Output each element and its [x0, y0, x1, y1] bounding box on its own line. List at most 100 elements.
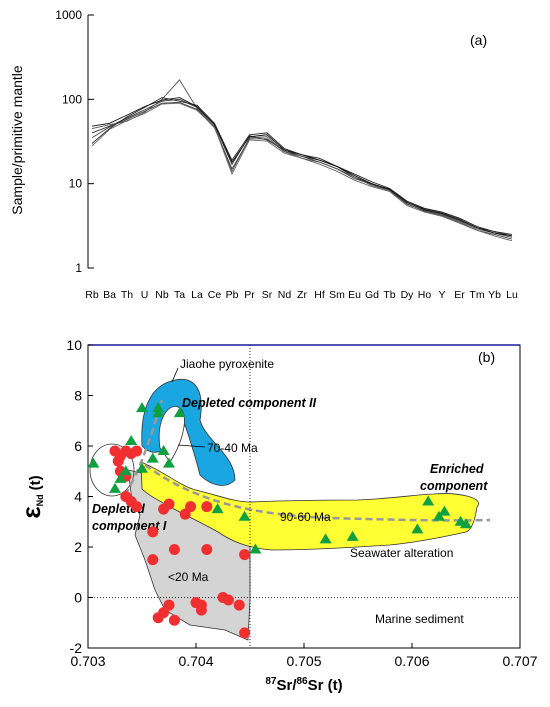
annotation: Seawater alteration — [350, 546, 453, 560]
y-tick-label: 100 — [62, 92, 82, 106]
point — [319, 533, 332, 544]
x-label-part: Sr/ — [276, 677, 297, 694]
annotation: (a) — [470, 32, 487, 48]
y-tick-label: 1 — [75, 261, 82, 275]
x-tick-label: 0.707 — [502, 653, 537, 669]
point — [422, 495, 435, 506]
annotation: 70-40 Ma — [207, 441, 258, 455]
x-tick-label: La — [191, 289, 203, 301]
y-tick-label: 10 — [69, 177, 83, 191]
series-line — [91, 98, 513, 237]
y-tick-label: 6 — [74, 438, 82, 454]
x-tick-label: Sr — [262, 289, 273, 301]
y-tick-label: 8 — [74, 388, 82, 404]
series-line — [91, 97, 513, 235]
point — [233, 599, 245, 611]
point — [195, 604, 207, 616]
point — [201, 501, 213, 513]
y-axis-label: εNd (t) — [16, 475, 46, 518]
blue-region — [141, 378, 236, 486]
point — [152, 402, 165, 413]
point — [131, 445, 143, 457]
leader-line — [171, 367, 179, 383]
x-tick-label: Nb — [155, 289, 169, 301]
y-axis-label: Sample/primitive mantle — [9, 65, 25, 215]
point — [346, 530, 359, 541]
annotation: Enriched — [430, 462, 484, 476]
x-tick-label: Nd — [278, 289, 292, 301]
point — [146, 452, 159, 463]
series-line — [91, 102, 513, 242]
x-tick-label: Gd — [365, 289, 379, 301]
point — [125, 434, 138, 445]
x-label-part: Sr (t) — [308, 677, 343, 694]
x-axis-label: 87Sr/86Sr (t) — [265, 676, 342, 694]
x-tick-label: Pr — [244, 289, 255, 301]
annotation: Depleted component II — [182, 396, 317, 410]
x-tick-label: Hf — [314, 289, 325, 301]
x-tick-label: Th — [121, 289, 133, 301]
x-tick-label: Ho — [418, 289, 432, 301]
point — [201, 544, 213, 556]
y-tick-label: 10 — [66, 337, 82, 353]
point — [239, 627, 251, 639]
x-tick-label: Yb — [488, 289, 501, 301]
x-tick-label: 0.705 — [286, 653, 321, 669]
point — [438, 505, 451, 516]
point — [147, 554, 159, 566]
point — [114, 472, 127, 483]
x-tick-label: 0.706 — [394, 653, 429, 669]
y-tick-label: 1000 — [55, 8, 82, 22]
x-tick-label: U — [141, 289, 149, 301]
annotation: Marine sediment — [375, 612, 464, 626]
x-label-sup: 86 — [297, 676, 309, 687]
point — [136, 402, 148, 413]
point — [136, 462, 148, 473]
y-label-symbol: ε — [16, 506, 46, 518]
series-line — [91, 101, 513, 240]
y-tick-label: 0 — [74, 590, 82, 606]
point — [179, 508, 191, 520]
x-tick-label: Zr — [297, 289, 307, 301]
x-tick-label: Rb — [85, 289, 99, 301]
x-tick-label: Tb — [383, 289, 395, 301]
point — [152, 407, 165, 418]
x-tick-label: Eu — [348, 289, 361, 301]
x-tick-label: 0.704 — [178, 653, 213, 669]
y-label-suffix: (t) — [27, 475, 44, 490]
point — [152, 612, 164, 624]
x-tick-label: Ce — [208, 289, 222, 301]
x-tick-label: Ta — [174, 289, 185, 301]
point — [163, 599, 175, 611]
point — [238, 510, 251, 521]
point — [411, 523, 424, 534]
y-tick-label: 2 — [74, 539, 82, 555]
x-tick-label: Dy — [401, 289, 415, 301]
x-tick-label: Y — [438, 289, 445, 301]
x-tick-label: 0.703 — [70, 653, 105, 669]
y-tick-label: 4 — [74, 489, 82, 505]
y-label-sub: Nd — [35, 494, 45, 506]
annotation: Jiaohe pyroxenite — [180, 357, 274, 371]
x-tick-label: Sm — [329, 289, 345, 301]
point — [119, 465, 132, 476]
annotation: component — [420, 479, 488, 493]
point — [163, 498, 175, 510]
point — [249, 543, 262, 554]
x-tick-label: Ba — [103, 289, 116, 301]
point — [112, 455, 124, 467]
point — [222, 594, 234, 606]
series-line — [91, 97, 513, 237]
point — [163, 457, 175, 468]
leader-line — [177, 444, 206, 448]
x-tick-label: Pb — [226, 289, 239, 301]
point — [131, 501, 143, 513]
point — [109, 482, 121, 493]
x-tick-label: Lu — [506, 289, 518, 301]
annotation: (b) — [478, 349, 495, 365]
x-label-sup: 87 — [265, 676, 277, 687]
point — [433, 510, 445, 521]
point — [173, 407, 186, 418]
y-tick-label: -2 — [70, 640, 83, 656]
